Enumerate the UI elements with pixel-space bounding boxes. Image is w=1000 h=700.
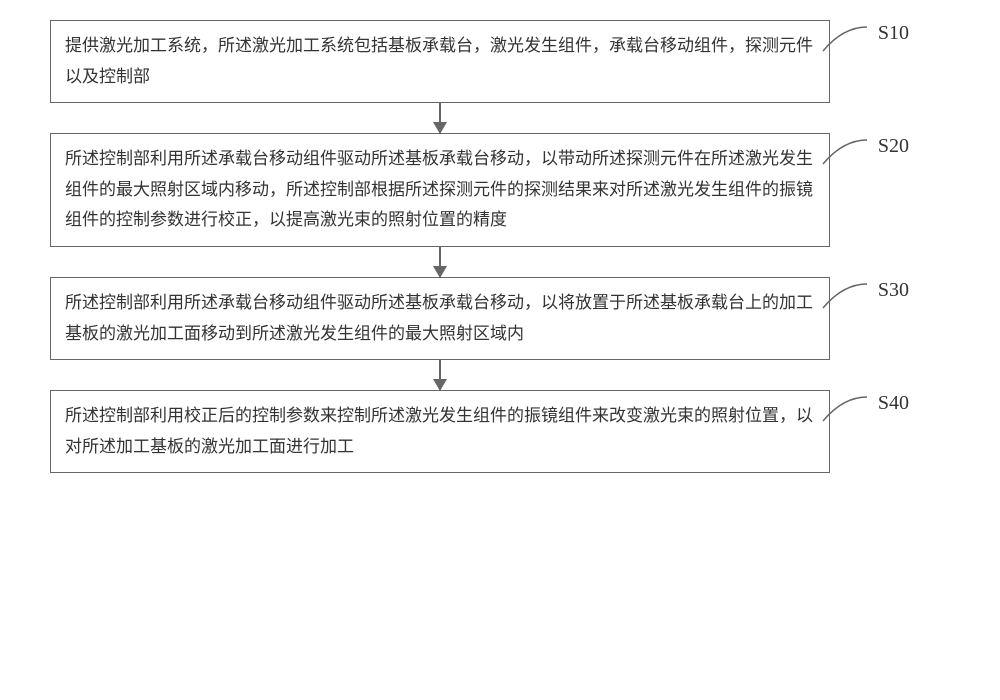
step-box-s20: 所述控制部利用所述承载台移动组件驱动所述基板承载台移动，以带动所述探测元件在所述… (50, 133, 830, 247)
step-row: 所述控制部利用所述承载台移动组件驱动所述基板承载台移动，以带动所述探测元件在所述… (50, 133, 950, 247)
step-box-s10: 提供激光加工系统，所述激光加工系统包括基板承载台，激光发生组件，承载台移动组件，… (50, 20, 830, 103)
down-arrow-icon (439, 360, 441, 390)
down-arrow-icon (439, 103, 441, 133)
step-label: S30 (878, 272, 909, 308)
step-text: 所述控制部利用校正后的控制参数来控制所述激光发生组件的振镜组件来改变激光束的照射… (65, 406, 813, 456)
step-row: 所述控制部利用所述承载台移动组件驱动所述基板承载台移动，以将放置于所述基板承载台… (50, 277, 950, 360)
step-row: 提供激光加工系统，所述激光加工系统包括基板承载台，激光发生组件，承载台移动组件，… (50, 20, 950, 103)
step-text: 所述控制部利用所述承载台移动组件驱动所述基板承载台移动，以将放置于所述基板承载台… (65, 293, 813, 343)
step-label: S10 (878, 15, 909, 51)
flowchart-container: 提供激光加工系统，所述激光加工系统包括基板承载台，激光发生组件，承载台移动组件，… (50, 20, 950, 473)
arrow-wrap (50, 247, 830, 277)
label-connector-icon (823, 138, 867, 164)
label-connector-icon (823, 282, 867, 308)
step-label: S40 (878, 385, 909, 421)
label-connector-icon (823, 25, 867, 51)
label-connector-icon (823, 395, 867, 421)
step-row: 所述控制部利用校正后的控制参数来控制所述激光发生组件的振镜组件来改变激光束的照射… (50, 390, 950, 473)
step-box-s40: 所述控制部利用校正后的控制参数来控制所述激光发生组件的振镜组件来改变激光束的照射… (50, 390, 830, 473)
arrow-wrap (50, 103, 830, 133)
step-label: S20 (878, 128, 909, 164)
step-box-s30: 所述控制部利用所述承载台移动组件驱动所述基板承载台移动，以将放置于所述基板承载台… (50, 277, 830, 360)
step-text: 所述控制部利用所述承载台移动组件驱动所述基板承载台移动，以带动所述探测元件在所述… (65, 149, 813, 229)
arrow-wrap (50, 360, 830, 390)
step-text: 提供激光加工系统，所述激光加工系统包括基板承载台，激光发生组件，承载台移动组件，… (65, 36, 813, 86)
down-arrow-icon (439, 247, 441, 277)
